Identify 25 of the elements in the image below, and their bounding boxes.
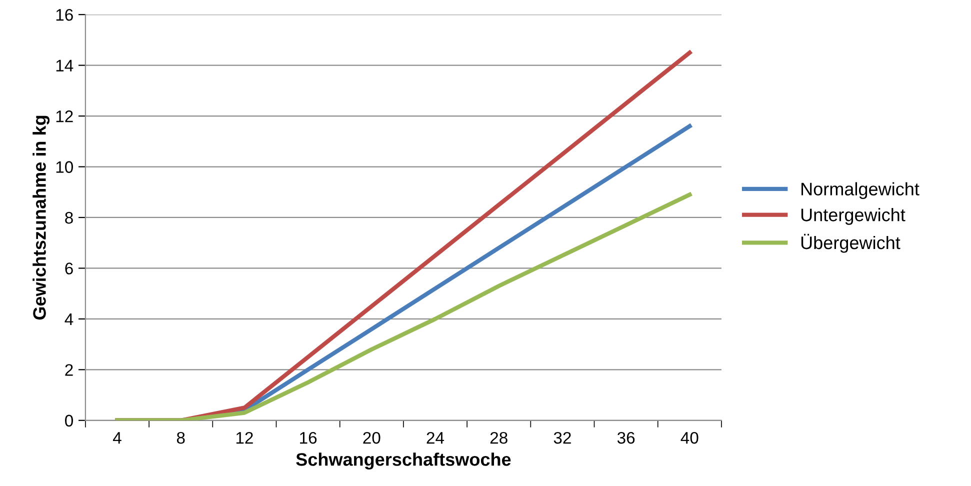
legend-label: Untergewicht <box>801 208 906 225</box>
x-tick-label: 8 <box>176 432 185 444</box>
x-tick-label: 36 <box>617 432 635 444</box>
y-tick-label: 12 <box>56 110 73 122</box>
legend-label: Normalgewicht <box>802 182 920 200</box>
y-tick-label: 4 <box>64 314 74 325</box>
x-tick-label: 12 <box>236 432 253 444</box>
x-tick-label: 40 <box>680 432 698 444</box>
y-tick-label: 6 <box>65 262 73 274</box>
x-tick-label: 32 <box>554 432 571 444</box>
x-tick-label: 24 <box>426 432 444 444</box>
x-tick-label: 28 <box>490 432 508 444</box>
x-tick-label: 4 <box>112 432 122 444</box>
legend-label: Übergewicht <box>801 234 900 253</box>
y-axis-title: Gewichtszunahme in kg <box>32 116 50 320</box>
y-tick-label: 16 <box>56 8 73 21</box>
y-tick-label: 0 <box>65 414 73 427</box>
x-tick-label: 20 <box>363 432 380 444</box>
line-series <box>115 192 692 420</box>
y-tick-label: 2 <box>65 364 73 376</box>
y-tick-label: 8 <box>65 212 73 224</box>
x-axis-title: Schwangerschaftswoche <box>296 452 511 470</box>
x-tick-label: 16 <box>300 432 317 444</box>
y-tick-label: 14 <box>56 60 74 72</box>
y-tick-label: 10 <box>56 161 73 173</box>
